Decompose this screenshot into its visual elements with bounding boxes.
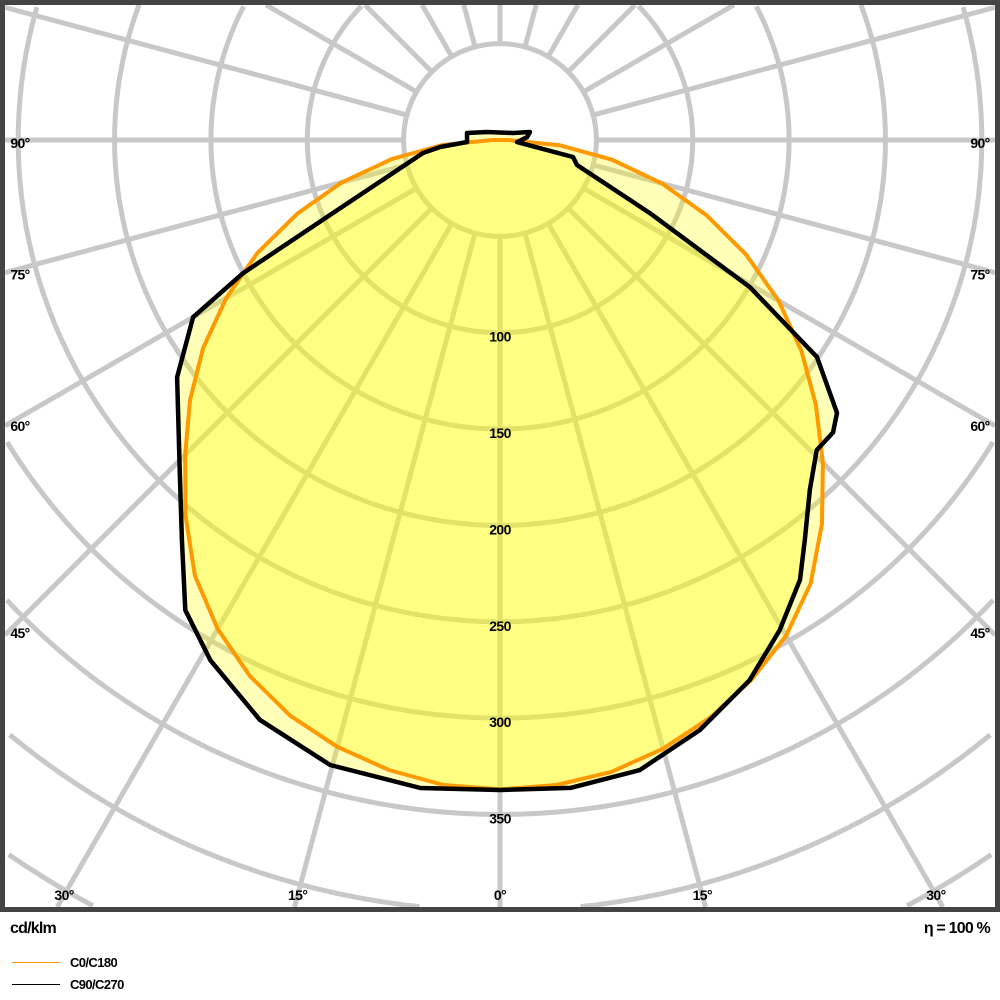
efficiency-label: η = 100 % [923, 920, 991, 937]
grid-spoke [582, 2, 736, 94]
grid-spoke [582, 186, 997, 428]
angle-label-bottom: 15° [288, 887, 307, 903]
grid-ring-350 [4, 598, 996, 817]
grid-spoke [546, 3, 581, 58]
plot-frame [0, 0, 1000, 912]
angle-label-left: 60° [10, 418, 29, 434]
grid-ring-400 [8, 732, 992, 910]
grid-spoke [461, 4, 478, 48]
grid-spoke [3, 206, 434, 637]
angle-label-bottom: 30° [926, 887, 945, 903]
grid-spoke [592, 4, 996, 118]
angle-label-right: 75° [970, 266, 989, 282]
angle-label-right: 60° [970, 418, 989, 434]
fill-c90-c270 [177, 132, 838, 790]
radial-tick-label: 300 [489, 714, 511, 730]
grid-spoke [546, 222, 945, 909]
grid-ring-100 [304, 4, 696, 336]
grid-spoke [4, 4, 408, 118]
angle-label-bottom: 30° [54, 887, 73, 903]
radial-tick-label: 150 [489, 425, 511, 441]
legend-line-c0-c180 [12, 962, 60, 963]
curve-fills [177, 132, 838, 790]
grid-spoke [292, 232, 478, 908]
radial-tick-label: 350 [489, 810, 511, 826]
grid-spoke [55, 222, 454, 909]
angle-label-right: 45° [970, 625, 989, 641]
series-line-c90-c270 [174, 129, 840, 793]
radial-tick-label: 200 [489, 521, 511, 537]
angle-label-bottom: 0° [494, 887, 506, 903]
legend-line-c90-c270 [12, 984, 60, 985]
grid-spoke [566, 206, 997, 637]
radial-tick-label: 100 [489, 329, 511, 345]
grid-ring-150 [208, 5, 792, 432]
unit-label: cd/klm [10, 920, 57, 937]
grid-spoke [3, 186, 418, 428]
legend-label-c0-c180: C0/C180 [70, 955, 118, 970]
fill-c0-c180 [185, 140, 823, 790]
grid-ring-300 [4, 440, 996, 721]
grid-ring-250 [15, 6, 985, 625]
radial-tick-label: 250 [489, 618, 511, 634]
grid-spoke [363, 3, 434, 74]
angle-label-left: 90° [10, 135, 29, 151]
legend-label-c90-c270: C90/C270 [70, 977, 124, 992]
grid-spoke [566, 3, 637, 74]
grid-spoke [264, 2, 418, 94]
angle-label-right: 90° [970, 135, 989, 151]
axis-labels: 100 150 200 250 300 350 90° 90° 75° 75° 60° 60° 45° 4… [10, 135, 990, 903]
grid-ring-450 [7, 852, 993, 908]
angle-label-bottom: 15° [693, 887, 712, 903]
polar-grid [3, 2, 997, 910]
angle-label-left: 45° [10, 625, 29, 641]
grid-spoke [522, 4, 539, 48]
angle-label-left: 75° [10, 266, 29, 282]
grid-spoke [522, 232, 708, 908]
curves [174, 129, 840, 793]
grid-spoke [419, 3, 454, 58]
